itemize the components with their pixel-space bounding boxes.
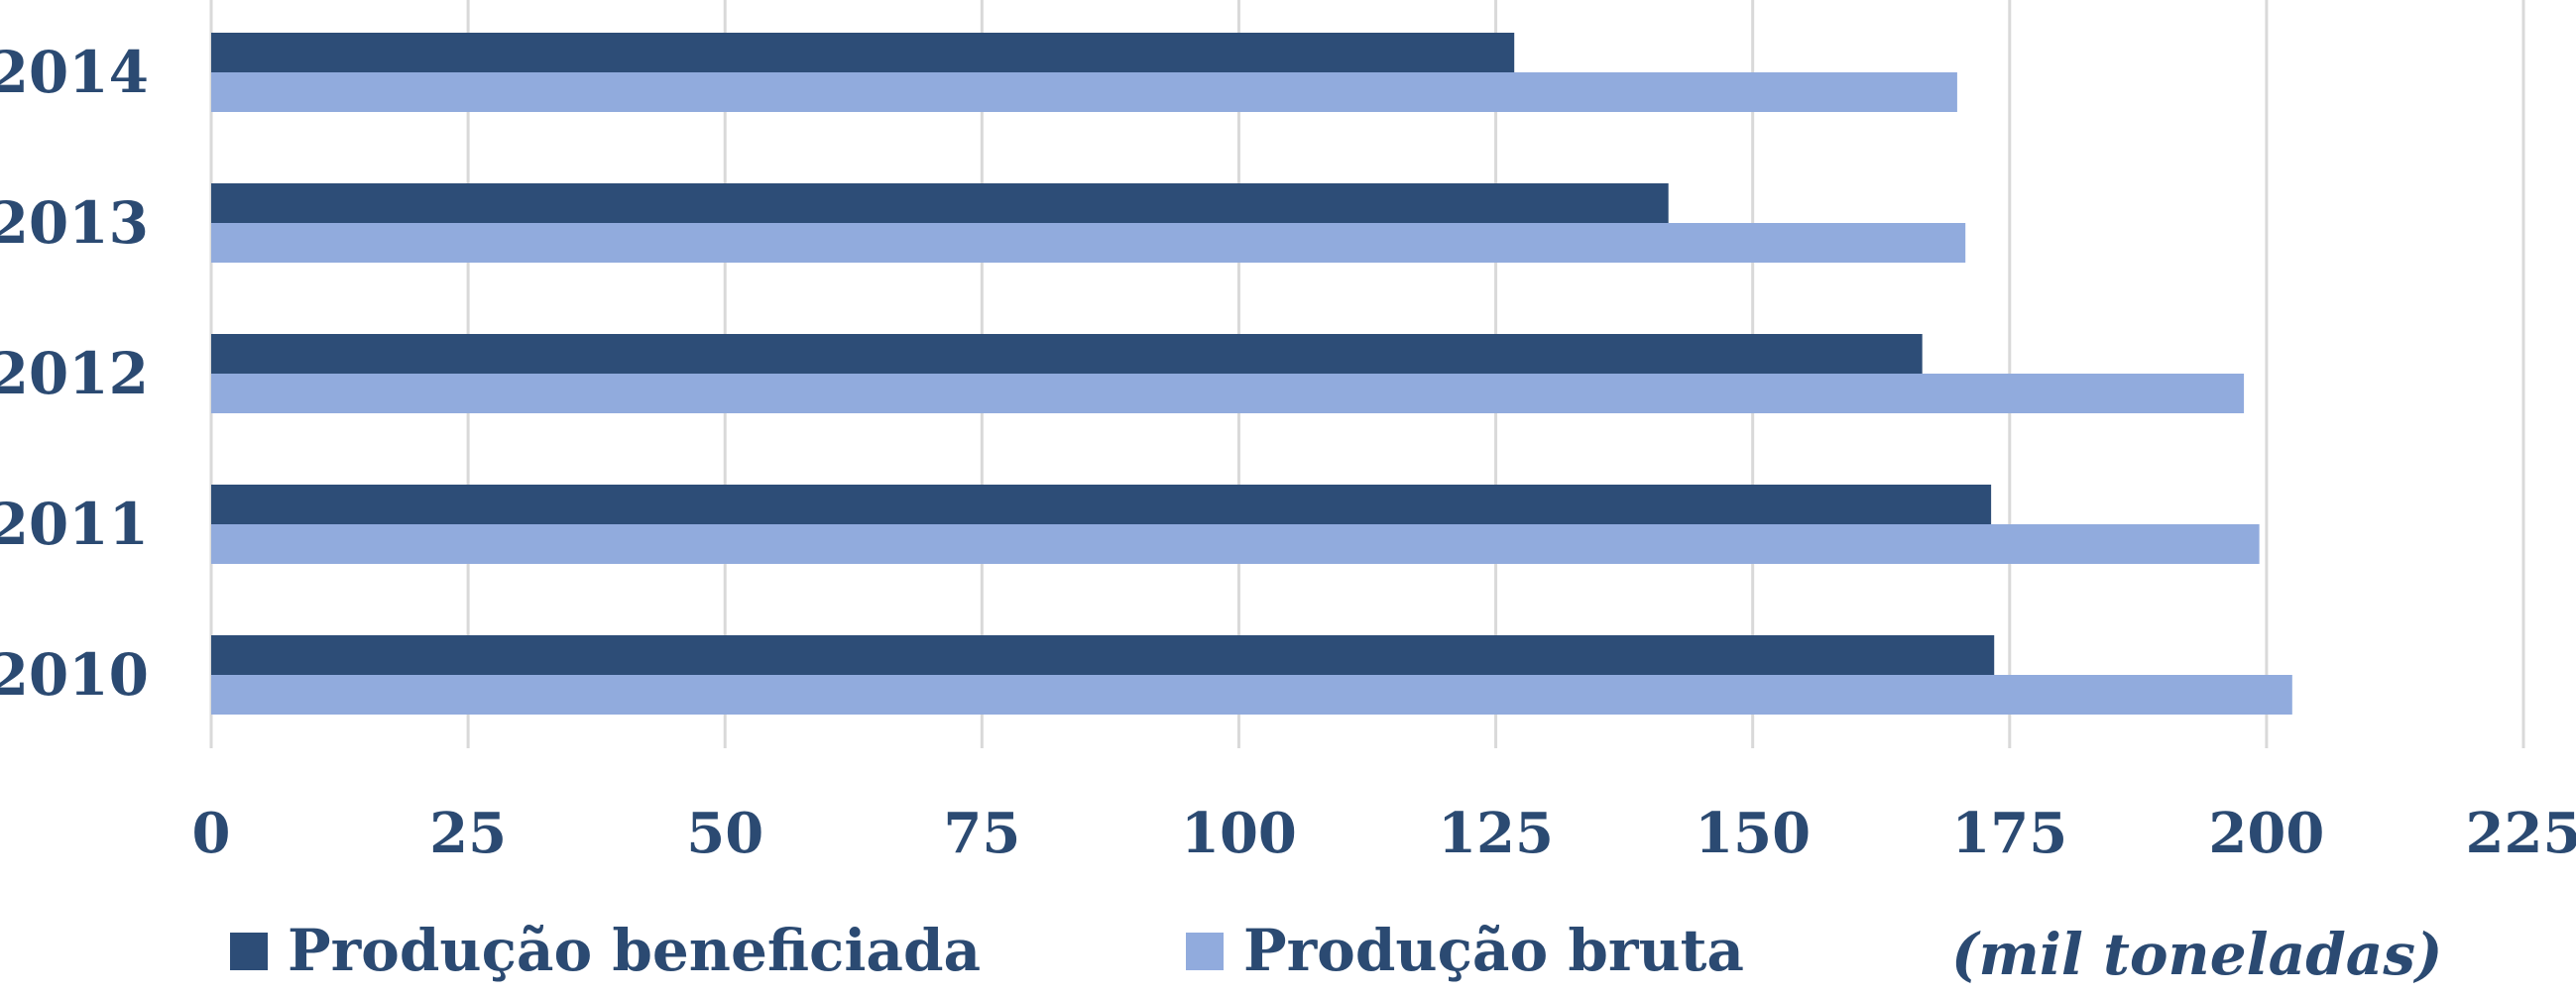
x-tick-label: 0 bbox=[192, 801, 231, 866]
legend: Produção beneficiada Produção bruta bbox=[230, 917, 1744, 984]
category-label: 2014 bbox=[0, 39, 149, 106]
category-label: 2010 bbox=[0, 641, 149, 709]
bar-bruta-2012 bbox=[211, 374, 2245, 413]
unit-label: (mil toneladas) bbox=[1951, 921, 2442, 988]
x-tick-label: 150 bbox=[1695, 801, 1811, 866]
x-tick-label: 100 bbox=[1181, 801, 1297, 866]
x-tick-label: 200 bbox=[2208, 801, 2324, 866]
bar-bruta-2013 bbox=[211, 223, 1966, 263]
x-tick-label: 175 bbox=[1951, 801, 2067, 866]
x-tick-label: 75 bbox=[943, 801, 1020, 866]
x-tick-label: 50 bbox=[686, 801, 763, 866]
bar-bruta-2010 bbox=[211, 675, 2292, 715]
bar-beneficiada-2010 bbox=[211, 635, 1995, 675]
category-label: 2013 bbox=[0, 189, 149, 257]
bar-beneficiada-2013 bbox=[211, 183, 1669, 223]
x-tick-labels: 0 25 50 75 100 125 150 175 200 225 bbox=[192, 801, 2576, 866]
legend-swatch-bruta bbox=[1186, 933, 1224, 970]
category-label: 2011 bbox=[0, 491, 149, 558]
category-label: 2012 bbox=[0, 340, 149, 407]
category-labels: 2010 2011 2012 2013 2014 bbox=[0, 39, 149, 709]
legend-swatch-beneficiada bbox=[230, 933, 268, 970]
bar-beneficiada-2012 bbox=[211, 334, 1923, 374]
x-tick-label: 25 bbox=[429, 801, 507, 866]
bar-bruta-2011 bbox=[211, 524, 2260, 564]
x-tick-label: 225 bbox=[2466, 801, 2576, 866]
bars bbox=[211, 33, 2292, 715]
x-tick-label: 125 bbox=[1438, 801, 1554, 866]
legend-label-bruta: Produção bruta bbox=[1243, 917, 1744, 984]
bar-beneficiada-2011 bbox=[211, 485, 1992, 524]
bar-beneficiada-2014 bbox=[211, 33, 1515, 72]
legend-label-beneficiada: Produção beneficiada bbox=[288, 917, 981, 984]
bar-bruta-2014 bbox=[211, 72, 1957, 112]
